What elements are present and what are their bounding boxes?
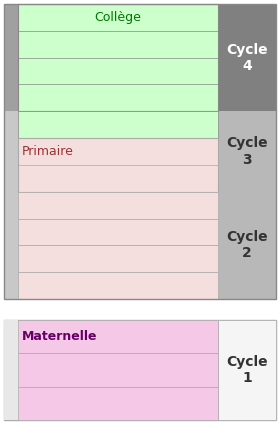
Bar: [4, 4, 18, 111]
Bar: [18, 272, 218, 299]
Bar: [218, 320, 276, 420]
Bar: [4, 320, 276, 420]
Bar: [4, 111, 276, 299]
Bar: [4, 4, 276, 111]
Bar: [18, 320, 218, 353]
Bar: [18, 218, 218, 245]
Text: Cycle
1: Cycle 1: [226, 355, 268, 385]
Bar: [18, 353, 218, 387]
Text: Maternelle: Maternelle: [22, 330, 97, 343]
Bar: [4, 4, 276, 299]
Bar: [218, 111, 276, 192]
Bar: [18, 387, 218, 420]
Bar: [4, 192, 18, 299]
Bar: [18, 138, 218, 192]
Bar: [18, 245, 218, 272]
Bar: [18, 192, 218, 218]
Bar: [4, 111, 18, 192]
Bar: [218, 192, 276, 299]
Text: Primaire: Primaire: [22, 145, 74, 158]
Bar: [18, 4, 218, 111]
Text: Collège: Collège: [95, 11, 141, 24]
Text: Cycle
2: Cycle 2: [226, 230, 268, 260]
Text: Cycle
3: Cycle 3: [226, 137, 268, 167]
Bar: [4, 320, 18, 420]
Bar: [218, 4, 276, 111]
Text: Cycle
4: Cycle 4: [226, 42, 268, 73]
Bar: [18, 111, 218, 138]
